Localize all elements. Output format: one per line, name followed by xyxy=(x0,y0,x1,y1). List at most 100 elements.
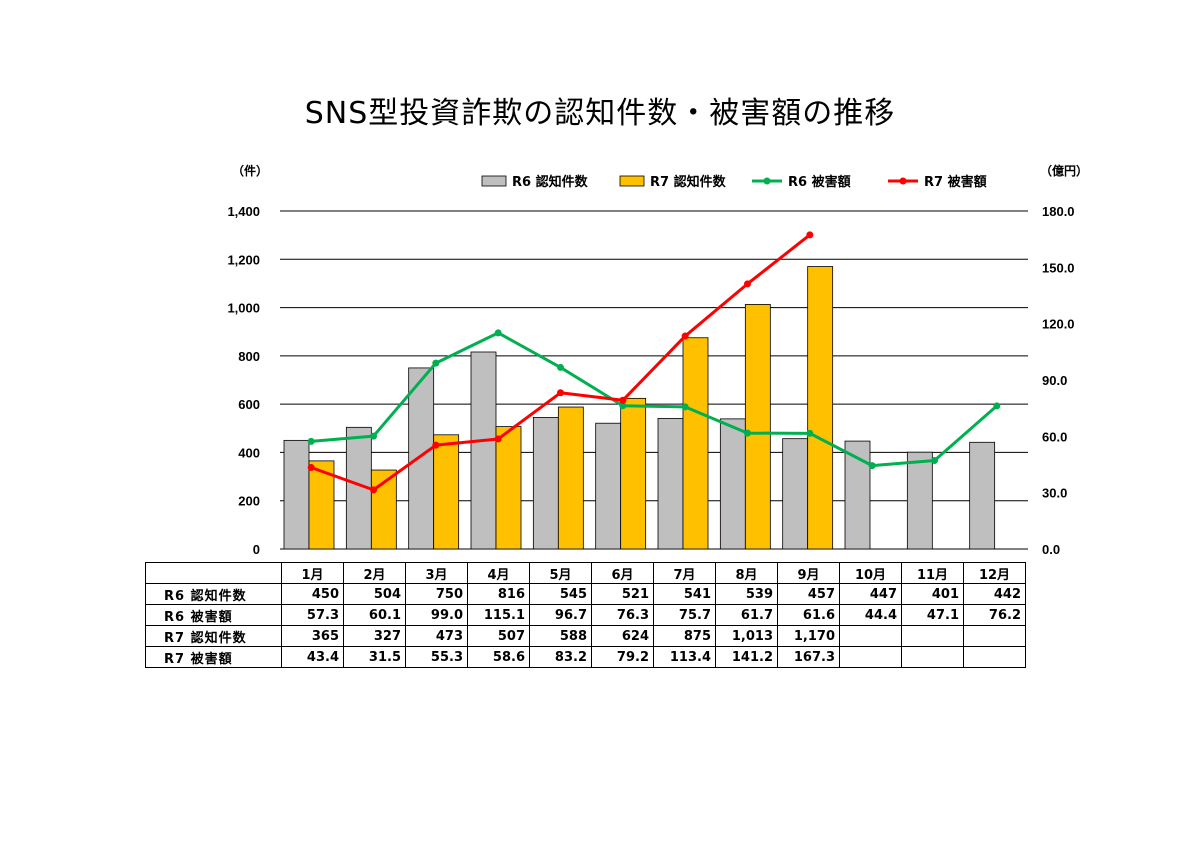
table-month-header: 9月 xyxy=(777,562,840,584)
table-cell: 624 xyxy=(591,625,654,647)
table-month-header: 11月 xyxy=(901,562,964,584)
bar-r7-count xyxy=(744,304,771,550)
table-cell: 457 xyxy=(777,583,840,605)
table-cell: 473 xyxy=(405,625,468,647)
table-cell xyxy=(963,625,1026,647)
point-r7-damage xyxy=(494,435,502,443)
table-row: R6 被害額 57.3 60.1 99.0 115.1 96.7 76.3 75.7 61.7 6… xyxy=(145,604,1026,626)
table-row: R7 認知件数 365 327 473 507 588 624 875 1,013 1,170 xyxy=(145,625,1026,647)
left-tick-label: 1,000 xyxy=(227,301,260,316)
table-cell: 31.5 xyxy=(343,646,406,668)
table-cell: 96.7 xyxy=(529,604,592,626)
chart-canvas: 0 200 400 600 800 1,000 1,200 1,400 0.0 30.0 60.0 9… xyxy=(227,174,1075,557)
table-cell: 447 xyxy=(839,583,902,605)
table-cell: 141.2 xyxy=(715,646,778,668)
bar-r7-count xyxy=(433,434,460,550)
point-r7-damage xyxy=(557,389,564,397)
bar-r6-count xyxy=(906,451,933,550)
point-r6-damage xyxy=(931,457,938,465)
right-tick-label: 0.0 xyxy=(1042,542,1060,557)
table-cell: 442 xyxy=(963,583,1026,605)
point-r7-damage xyxy=(432,441,440,449)
table-cell: 327 xyxy=(343,625,406,647)
bar-r7-count xyxy=(620,397,647,550)
bar-r7-count xyxy=(557,406,584,550)
point-r6-damage xyxy=(681,403,689,411)
bar-r6-count xyxy=(969,441,996,550)
bar-r6-count xyxy=(844,440,871,550)
right-tick-label: 60.0 xyxy=(1042,429,1067,444)
table-row-label: R6 認知件数 xyxy=(145,583,282,605)
left-tick-label: 0 xyxy=(253,542,260,557)
right-tick-label: 90.0 xyxy=(1042,373,1067,388)
table-cell: 816 xyxy=(467,583,530,605)
table-row-label: R7 認知件数 xyxy=(145,625,282,647)
table-row-label: R7 被害額 xyxy=(145,646,282,668)
table-cell xyxy=(839,646,902,668)
table-row: R7 被害額 43.4 31.5 55.3 58.6 83.2 79.2 113.4 141.2… xyxy=(145,646,1026,668)
point-r7-damage xyxy=(307,464,315,472)
bar-r7-count xyxy=(682,337,709,550)
bar-r6-count xyxy=(408,367,435,550)
point-r7-damage xyxy=(744,280,751,288)
legend-label: R6 被害額 xyxy=(788,174,851,190)
table-cell: 61.6 xyxy=(777,604,840,626)
table-month-header: 6月 xyxy=(591,562,654,584)
point-r7-damage xyxy=(619,396,627,404)
right-tick-label: 180.0 xyxy=(1042,204,1075,219)
table-month-header: 4月 xyxy=(467,562,530,584)
table-cell: 61.7 xyxy=(715,604,778,626)
table-cell: 76.3 xyxy=(591,604,654,626)
legend-swatch xyxy=(481,175,507,187)
bar-r6-count xyxy=(782,438,809,550)
point-r6-damage xyxy=(307,437,315,445)
point-r6-damage xyxy=(619,402,627,410)
table-cell: 539 xyxy=(715,583,778,605)
table-cell: 507 xyxy=(467,625,530,647)
point-r6-damage xyxy=(868,462,876,470)
table-month-header: 2月 xyxy=(343,562,406,584)
table-cell xyxy=(963,646,1026,668)
point-r6-damage xyxy=(494,329,502,337)
table-month-header: 10月 xyxy=(839,562,902,584)
table-cell: 1,013 xyxy=(715,625,778,647)
table-cell: 504 xyxy=(343,583,406,605)
table-corner-cell xyxy=(145,562,282,584)
table-cell: 1,170 xyxy=(777,625,840,647)
right-axis-unit: （億円） xyxy=(1040,164,1089,178)
table-cell: 115.1 xyxy=(467,604,530,626)
table-cell: 55.3 xyxy=(405,646,468,668)
left-tick-label: 600 xyxy=(238,397,260,412)
legend-label: R6 認知件数 xyxy=(512,174,589,190)
bar-r6-count xyxy=(657,417,684,550)
table-month-header: 1月 xyxy=(281,562,344,584)
right-tick-label: 120.0 xyxy=(1042,317,1075,332)
table-cell: 44.4 xyxy=(839,604,902,626)
point-r7-damage xyxy=(681,332,689,340)
bar-r6-count xyxy=(719,418,746,550)
left-tick-label: 400 xyxy=(238,445,260,460)
table-cell: 588 xyxy=(529,625,592,647)
table-cell: 79.2 xyxy=(591,646,654,668)
table-cell xyxy=(901,646,964,668)
table-cell: 450 xyxy=(281,583,344,605)
bar-r6-count xyxy=(595,422,622,550)
bar-r6-count xyxy=(532,417,559,550)
legend-label: R7 被害額 xyxy=(924,174,987,190)
table-cell: 545 xyxy=(529,583,592,605)
table-month-header: 5月 xyxy=(529,562,592,584)
point-r6-damage xyxy=(432,359,440,367)
table-month-header: 3月 xyxy=(405,562,468,584)
legend-marker xyxy=(899,177,907,185)
table-month-header: 8月 xyxy=(715,562,778,584)
left-tick-label: 800 xyxy=(238,349,260,364)
table-cell: 75.7 xyxy=(653,604,716,626)
point-r7-damage xyxy=(370,486,377,494)
chart-title: SNS型投資詐欺の認知件数・被害額の推移 xyxy=(304,96,896,131)
point-r6-damage xyxy=(557,363,564,371)
left-axis-unit: （件） xyxy=(232,164,269,178)
table-cell: 83.2 xyxy=(529,646,592,668)
data-table: 1月 2月 3月 4月 5月 6月 7月 8月 9月 10月 11月 12月 R6 認知件数 450 504… xyxy=(145,562,1026,668)
left-tick-label: 1,400 xyxy=(227,204,260,219)
table-cell: 60.1 xyxy=(343,604,406,626)
